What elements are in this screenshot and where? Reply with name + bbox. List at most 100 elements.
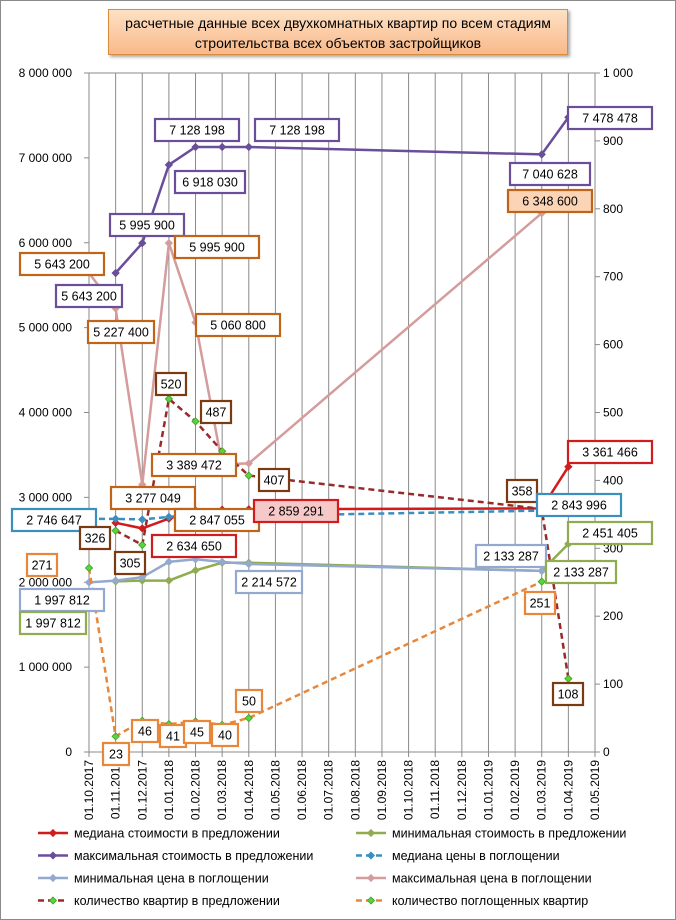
data-label-box (18, 610, 88, 636)
series-point (217, 142, 227, 152)
data-label: 271 (25, 552, 59, 578)
data-label-box (153, 117, 241, 143)
x-tick-label: 01.10.2018 (402, 760, 416, 820)
data-label-box (253, 117, 341, 143)
y-left-tick-label: 0 (65, 745, 72, 759)
data-label-box (130, 718, 160, 744)
data-label: 5 643 200 (54, 283, 124, 309)
data-label: 2 843 996 (535, 492, 623, 518)
series-point (537, 150, 546, 159)
data-label: 7 128 198 (253, 117, 341, 143)
y-left-tick-label: 7 000 000 (19, 151, 73, 165)
y-left-tick-label: 5 000 000 (19, 321, 73, 335)
series-line (88, 212, 543, 485)
data-label: 1 997 812 (18, 610, 88, 636)
legend-label: количество квартир в предложении (74, 894, 280, 908)
y-left-tick-label: 6 000 000 (19, 236, 73, 250)
data-label-text: 305 (120, 557, 141, 571)
series-point (244, 559, 253, 569)
data-label-text: 487 (206, 406, 227, 420)
legend-item: минимальная цена в поглощении (38, 872, 269, 886)
chart-title-line-1: расчетные данные всех двухкомнатных квар… (125, 15, 551, 31)
series-point (164, 394, 174, 404)
data-label: 5 995 900 (108, 212, 186, 238)
y-right-tick-label: 200 (603, 609, 623, 623)
data-label-box (10, 507, 98, 533)
data-label: 41 (158, 723, 188, 749)
data-label: 50 (234, 688, 264, 714)
x-tick-label: 01.11.2017 (109, 760, 123, 819)
series-point (164, 557, 174, 567)
data-label: 3 277 049 (109, 485, 197, 511)
data-label-text: 40 (218, 729, 232, 743)
data-label: 5 995 900 (173, 234, 261, 260)
x-tick-label: 01.03.2018 (215, 760, 229, 820)
chart-title: расчетные данные всех двухкомнатных квар… (108, 9, 568, 55)
data-label: 2 859 291 (252, 498, 340, 524)
y-right-tick-label: 0 (603, 745, 610, 759)
legend-item: минимальная стоимость в предложении (356, 827, 626, 841)
y-right-tick-label: 100 (603, 677, 623, 691)
series-point (564, 462, 573, 471)
data-label-text: 5 995 900 (189, 241, 245, 255)
series-line (88, 558, 542, 584)
y-left-tick-label: 2 000 000 (19, 575, 73, 589)
series-point (217, 557, 227, 567)
data-label: 5 643 200 (18, 251, 106, 277)
data-label-box (182, 719, 212, 745)
x-tick-label: 01.05.2019 (588, 760, 602, 820)
legend-item: количество квартир в предложении (38, 894, 280, 908)
x-tick-label: 01.05.2018 (268, 760, 282, 820)
data-label-text: 358 (512, 485, 533, 499)
x-tick-label: 01.02.2018 (189, 760, 203, 820)
data-label-text: 2 133 287 (483, 550, 539, 564)
y-left-tick-label: 8 000 000 (19, 66, 73, 80)
series-point (164, 576, 174, 585)
x-tick-label: 01.03.2019 (535, 760, 549, 820)
data-label-text: 5 995 900 (119, 219, 175, 233)
series-point (164, 512, 174, 522)
data-label-text: 2 214 572 (241, 576, 297, 590)
data-label-box (566, 520, 654, 546)
data-label-box (234, 688, 264, 714)
data-label: 7 128 198 (153, 117, 241, 143)
data-label: 5 060 800 (194, 312, 282, 338)
data-label-text: 3 361 466 (582, 446, 638, 460)
data-label: 520 (154, 371, 188, 397)
data-label: 45 (182, 719, 212, 745)
series-point (244, 713, 253, 723)
data-label: 6 348 600 (506, 188, 594, 214)
data-label-text: 7 128 198 (269, 124, 325, 138)
data-label-box (234, 569, 304, 595)
data-label: 487 (199, 399, 233, 425)
data-label-text: 2 746 647 (26, 514, 82, 528)
data-label-text: 407 (264, 474, 285, 488)
data-label: 6 918 030 (173, 169, 247, 195)
data-label-text: 1 997 812 (25, 617, 81, 631)
x-tick-label: 01.02.2019 (508, 760, 522, 820)
data-label: 358 (505, 478, 539, 504)
x-tick-label: 01.09.2018 (375, 760, 389, 820)
data-label: 2 133 287 (474, 543, 548, 569)
data-label: 2 451 405 (566, 520, 654, 546)
data-label-text: 2 847 055 (189, 514, 245, 528)
legend-label: максимальная стоимость в предложении (74, 849, 313, 863)
data-label-box (150, 533, 238, 559)
data-label-text: 7 478 478 (582, 112, 638, 126)
series-point (191, 417, 200, 426)
data-label-box (108, 212, 186, 238)
data-label: 40 (210, 722, 240, 748)
legend-label: медиана стоимости в предложении (74, 827, 280, 841)
series-point (111, 268, 120, 278)
series-point (138, 572, 147, 582)
series-point (111, 514, 120, 524)
series-point (138, 540, 147, 550)
x-tick-label: 01.01.2019 (481, 760, 495, 820)
data-label-box (86, 319, 156, 345)
y-right-tick-label: 800 (603, 202, 623, 216)
data-label-text: 2 133 287 (553, 566, 609, 580)
data-label: 46 (130, 718, 160, 744)
data-label-box (109, 485, 197, 511)
data-label: 305 (113, 550, 147, 576)
series-line (115, 396, 570, 679)
